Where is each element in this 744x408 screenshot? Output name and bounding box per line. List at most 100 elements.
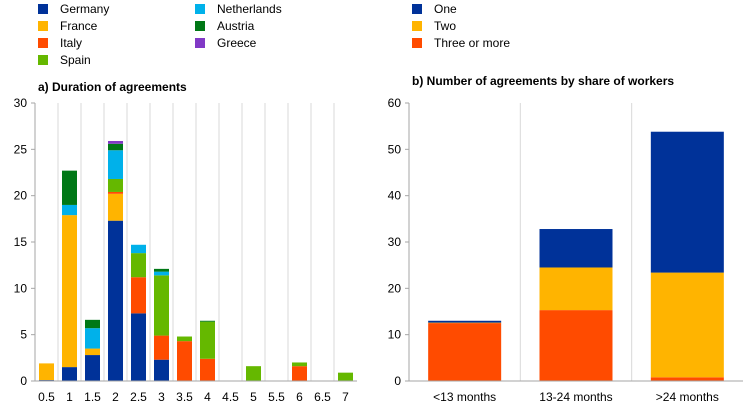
bar-netherlands-1-5 xyxy=(85,328,100,349)
x-tick-label: 3.5 xyxy=(176,390,193,404)
x-tick-label: 5.5 xyxy=(268,390,285,404)
bar-italy-2 xyxy=(108,191,123,194)
y-tick-label: 0 xyxy=(20,374,27,388)
legend-swatch-three-or-more xyxy=(412,38,422,48)
bar-three-or-more-13-months xyxy=(428,323,502,381)
y-tick-label: 15 xyxy=(14,235,28,249)
legend-item-one: One xyxy=(412,2,457,16)
chart-title-duration: a) Duration of agreements xyxy=(38,80,187,94)
legend-item-two: Two xyxy=(412,19,456,33)
legend-label-italy: Italy xyxy=(60,36,82,50)
chart-agreements: 0 10 20 30 40 50 60 <13 months 13-24 months >24 m… xyxy=(388,96,743,404)
bar-one-13-24-months xyxy=(539,229,613,268)
bar-germany-2 xyxy=(108,220,123,381)
y-tick-label: 40 xyxy=(388,189,402,203)
bar-three-or-more-13-24-months xyxy=(539,310,613,381)
y-tick-label: 10 xyxy=(388,328,402,342)
x-tick-label: 13-24 months xyxy=(539,390,612,404)
x-tick-label: <13 months xyxy=(433,390,496,404)
bar-spain-2-5 xyxy=(131,253,146,278)
legend-item-three-or-more: Three or more xyxy=(412,36,510,50)
y-tick-label: 25 xyxy=(14,142,28,156)
y-tick-label: 0 xyxy=(394,374,401,388)
chart-duration: 0 5 10 15 20 25 30 0.5 1 1.5 2 2.5 3 3.5 4 4.5 5 5.5 6 6.5 7 xyxy=(14,96,357,404)
bar-france-0-5 xyxy=(39,363,54,381)
legend-swatch-netherlands xyxy=(195,4,205,14)
x-tick-label: 5 xyxy=(250,390,257,404)
legend-label-spain: Spain xyxy=(60,53,91,67)
y-tick-label: 5 xyxy=(20,328,27,342)
y-tick-label: 10 xyxy=(14,281,28,295)
bar-spain-4 xyxy=(200,321,215,359)
x-tick-label: 6 xyxy=(296,390,303,404)
x-tick-label: 2 xyxy=(112,390,119,404)
bar-austria-1-5 xyxy=(85,319,100,329)
bar-netherlands-2 xyxy=(108,150,123,179)
x-tick-label: 0.5 xyxy=(38,390,55,404)
bar-three-or-more-24-months xyxy=(650,377,724,381)
legend-label-austria: Austria xyxy=(217,19,255,33)
legend-duration: Germany France Italy Spain Netherlands Austri… xyxy=(38,2,282,67)
bar-spain-6 xyxy=(292,362,307,367)
legend-item-france: France xyxy=(38,19,98,33)
x-tick-label: 7 xyxy=(342,390,349,404)
legend-swatch-one xyxy=(412,4,422,14)
bar-france-1 xyxy=(62,215,77,368)
bar-two-13-24-months xyxy=(539,267,613,311)
legend-label-greece: Greece xyxy=(217,36,257,50)
bar-austria-2 xyxy=(108,143,123,151)
legend-agreements: One Two Three or more xyxy=(412,2,510,50)
legend-swatch-greece xyxy=(195,38,205,48)
y-tick-label: 50 xyxy=(388,142,402,156)
y-tick-label: 30 xyxy=(14,96,28,110)
bar-germany-3 xyxy=(154,359,169,381)
legend-swatch-austria xyxy=(195,21,205,31)
legend-label-france: France xyxy=(60,19,98,33)
legend-label-germany: Germany xyxy=(60,2,109,16)
x-tick-label: 2.5 xyxy=(130,390,147,404)
legend-item-germany: Germany xyxy=(38,2,109,16)
bar-germany-1-5 xyxy=(85,355,100,381)
legend-label-netherlands: Netherlands xyxy=(217,2,282,16)
bar-spain-5 xyxy=(246,366,261,381)
bar-netherlands-1 xyxy=(62,204,77,216)
x-tick-label: 4.5 xyxy=(222,390,239,404)
legend-swatch-two xyxy=(412,21,422,31)
bar-germany-1 xyxy=(62,367,77,381)
bar-one-13-months xyxy=(428,320,502,323)
y-tick-label: 20 xyxy=(388,281,402,295)
legend-label-one: One xyxy=(434,2,457,16)
y-tick-label: 60 xyxy=(388,96,402,110)
bar-france-2 xyxy=(108,193,123,221)
bar-netherlands-2-5 xyxy=(131,244,146,254)
bar-austria-1 xyxy=(62,170,77,205)
bar-austria-4 xyxy=(200,320,215,322)
bar-spain-3 xyxy=(154,275,169,336)
y-tick-label: 30 xyxy=(388,235,402,249)
legend-swatch-france xyxy=(38,21,48,31)
x-tick-label: 4 xyxy=(204,390,211,404)
bar-italy-3-5 xyxy=(177,341,192,381)
bar-germany-2-5 xyxy=(131,313,146,381)
y-tick-label: 20 xyxy=(14,189,28,203)
legend-item-netherlands: Netherlands xyxy=(195,2,282,16)
legend-swatch-germany xyxy=(38,4,48,14)
bar-greece-2 xyxy=(108,140,123,144)
chart-title-agreements: b) Number of agreements by share of work… xyxy=(412,74,674,88)
bar-italy-2-5 xyxy=(131,277,146,314)
legend-label-two: Two xyxy=(434,19,456,33)
legend-item-italy: Italy xyxy=(38,36,82,50)
legend-swatch-italy xyxy=(38,38,48,48)
legend-item-austria: Austria xyxy=(195,19,255,33)
x-tick-label: 3 xyxy=(158,390,165,404)
legend-item-spain: Spain xyxy=(38,53,91,67)
bar-spain-3-5 xyxy=(177,336,192,342)
x-tick-label: 6.5 xyxy=(314,390,331,404)
legend-swatch-spain xyxy=(38,55,48,65)
bar-italy-3 xyxy=(154,335,169,360)
legend-label-three-or-more: Three or more xyxy=(434,36,510,50)
legend-item-greece: Greece xyxy=(195,36,257,50)
bar-france-1-5 xyxy=(85,348,100,356)
bar-italy-4 xyxy=(200,358,215,381)
bar-one-24-months xyxy=(650,131,724,273)
